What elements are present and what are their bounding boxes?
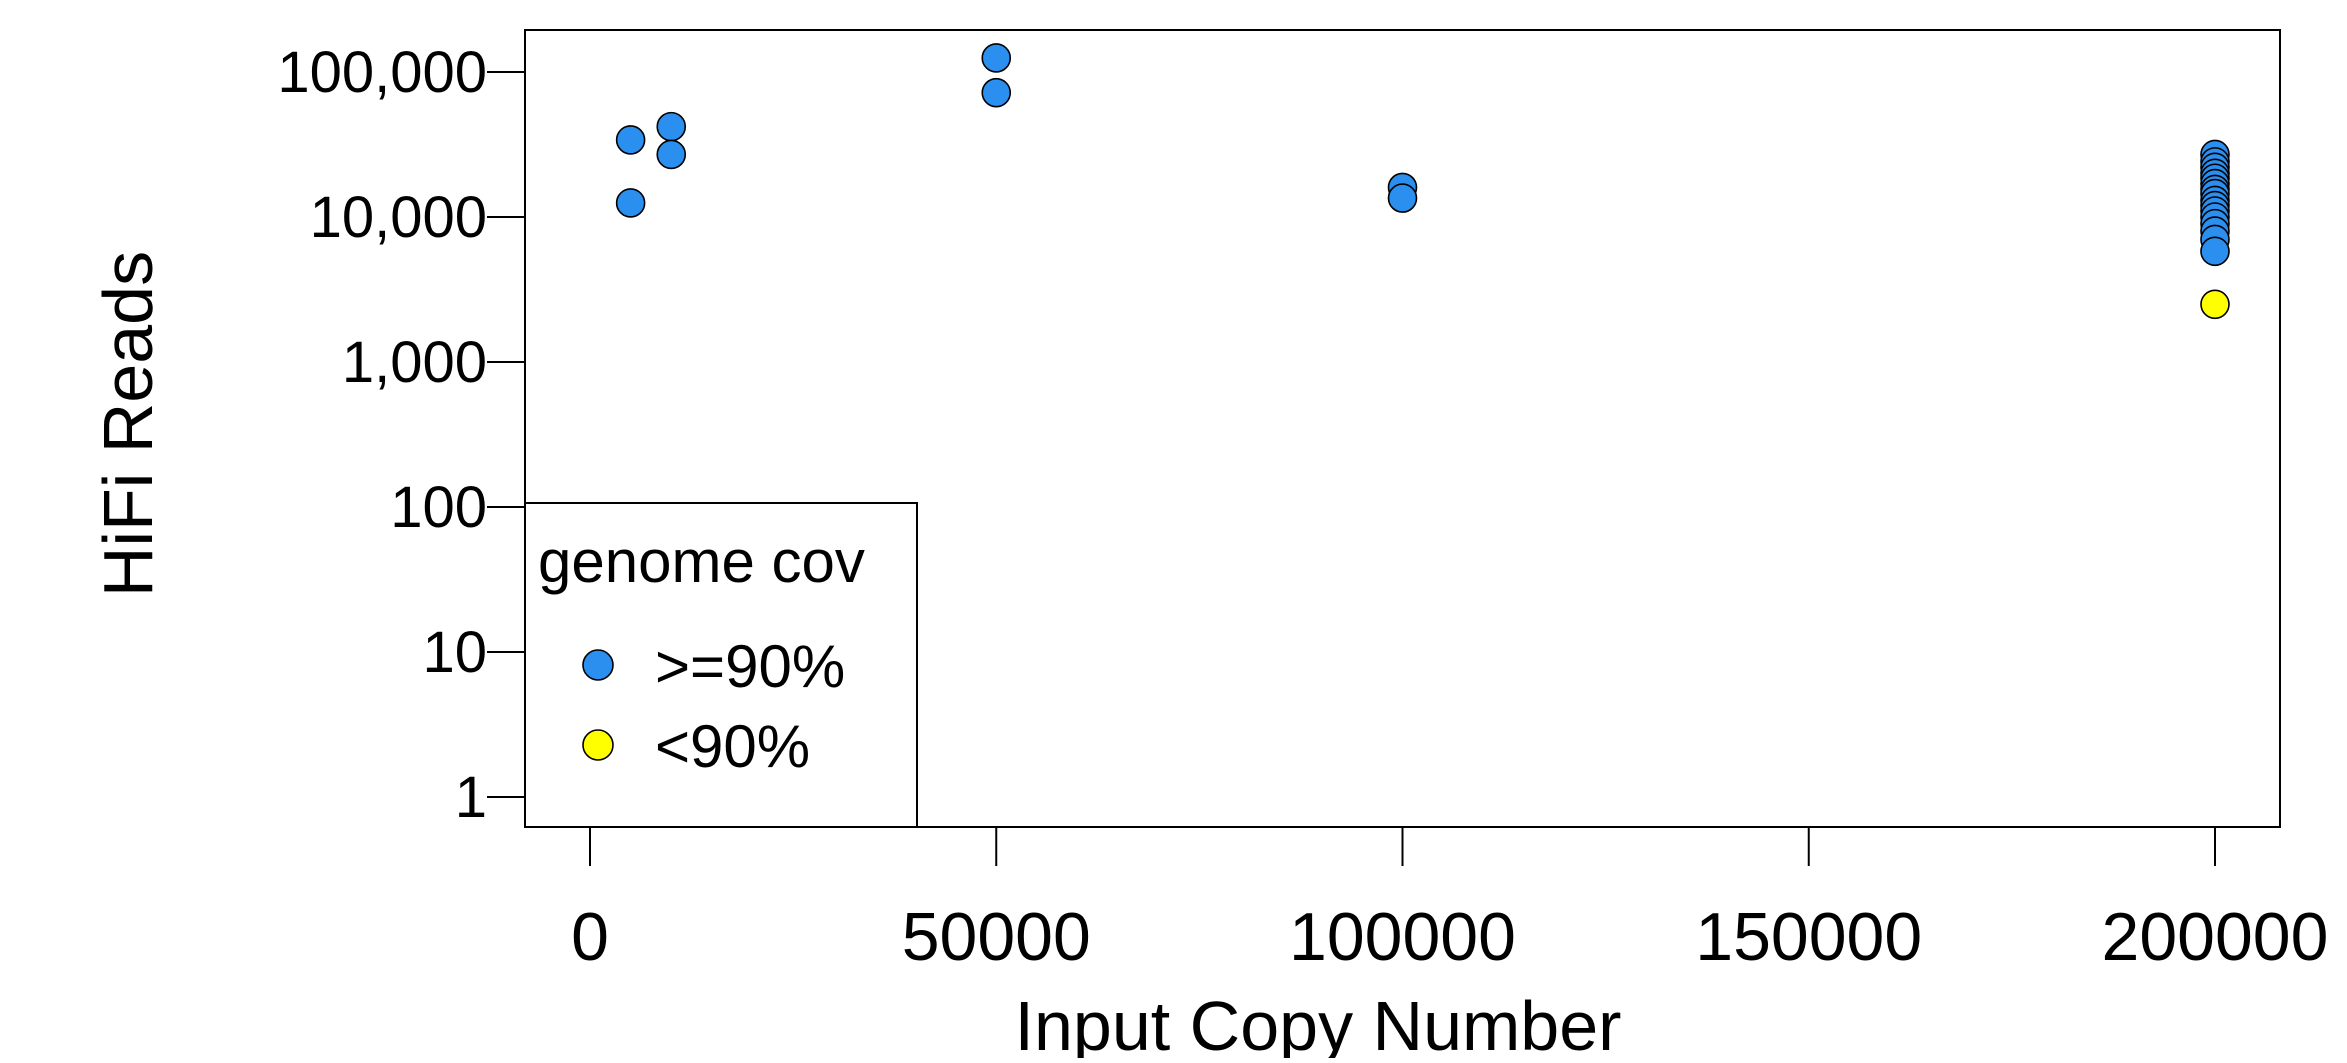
y-tick-label: 100 — [390, 475, 487, 540]
y-tick-label: 10 — [422, 620, 487, 685]
x-axis: 0 50000 100000 150000 200000 — [571, 827, 2328, 975]
data-point — [615, 125, 646, 155]
data-point — [2200, 236, 2230, 267]
legend-marker — [582, 649, 614, 681]
x-tick-label: 100000 — [1289, 899, 1516, 975]
data-point — [981, 77, 1012, 108]
x-tick-label: 150000 — [1695, 899, 1922, 975]
data-point — [981, 43, 1012, 73]
x-tick-label: 200000 — [2102, 899, 2329, 975]
x-tick-label: 50000 — [902, 899, 1091, 975]
legend: genome cov >=90% <90% — [524, 502, 918, 828]
data-points — [615, 43, 2230, 320]
data-point — [656, 139, 687, 170]
x-tick-label: 0 — [571, 899, 609, 975]
y-tick-label: 1,000 — [342, 330, 487, 395]
y-axis-title: HiFi Reads — [89, 251, 167, 597]
legend-marker — [582, 729, 614, 761]
data-point — [615, 188, 646, 218]
legend-label: <90% — [655, 713, 810, 780]
y-axis: 1 10 100 1,000 10,000 100,000 — [277, 40, 525, 830]
y-tick-label: 10,000 — [310, 185, 487, 250]
data-point — [2200, 289, 2230, 320]
y-tick-label: 100,000 — [277, 40, 487, 105]
x-axis-title: Input Copy Number — [1015, 987, 1622, 1058]
data-point — [1387, 183, 1418, 213]
y-tick-label: 1 — [455, 765, 487, 830]
legend-label: >=90% — [655, 633, 845, 700]
legend-title: genome cov — [538, 528, 865, 595]
data-point — [656, 111, 687, 142]
